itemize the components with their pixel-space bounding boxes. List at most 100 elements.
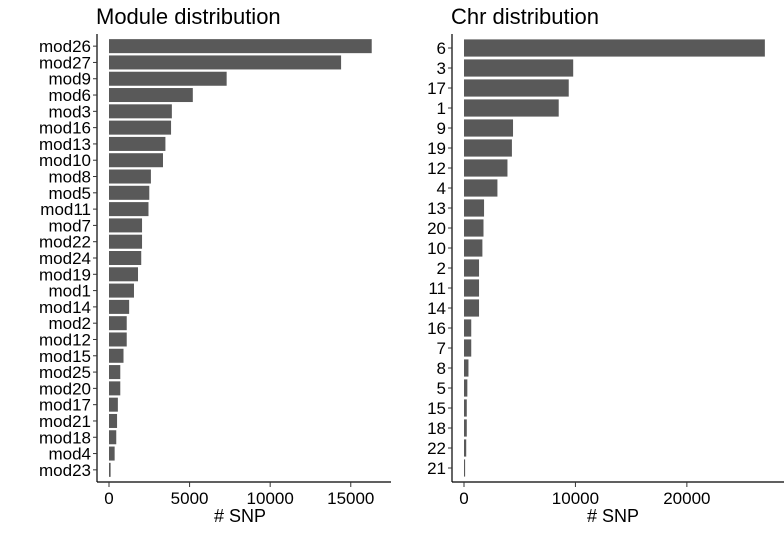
module-bar-mod17: [109, 397, 118, 412]
chr-x-tick-label: 20000: [663, 489, 710, 508]
chr-bar-17: [464, 79, 569, 97]
module-category-label: mod4: [48, 445, 91, 464]
module-bar-mod9: [109, 71, 227, 86]
module-category-label: mod3: [48, 102, 91, 121]
chr-bar-15: [464, 399, 467, 417]
chr-category-label: 11: [428, 279, 446, 298]
chr-category-label: 4: [437, 179, 446, 198]
chr-bar-18: [464, 419, 467, 437]
module-category-label: mod25: [39, 363, 91, 382]
module-bar-mod18: [109, 430, 117, 445]
module-category-label: mod2: [48, 314, 91, 333]
module-x-tick-label: 15000: [327, 489, 374, 508]
chr-distribution-x-axis-label: # SNP: [587, 506, 639, 526]
module-category-label: mod24: [39, 249, 91, 268]
chr-category-label: 5: [437, 379, 446, 398]
module-bar-mod6: [109, 88, 193, 103]
module-bar-mod22: [109, 234, 143, 249]
module-category-label: mod16: [39, 119, 91, 138]
chr-category-label: 2: [437, 259, 446, 278]
module-category-label: mod22: [39, 233, 91, 252]
chr-category-label: 13: [427, 199, 446, 218]
module-distribution-panel: Module distribution # SNP mod26mod27mod9…: [39, 4, 391, 526]
module-category-label: mod21: [39, 412, 91, 431]
chr-category-label: 6: [437, 39, 446, 58]
module-distribution-title: Module distribution: [96, 4, 281, 29]
chr-bar-4: [464, 179, 498, 197]
module-category-label: mod23: [39, 461, 91, 480]
module-category-label: mod7: [48, 216, 91, 235]
module-x-tick-label: 10000: [247, 489, 294, 508]
chr-bar-22: [464, 439, 467, 457]
module-category-label: mod5: [48, 184, 91, 203]
chr-distribution-panel: Chr distribution # SNP 63171919124132010…: [427, 4, 784, 526]
module-bar-mod16: [109, 120, 172, 135]
module-bar-mod7: [109, 218, 143, 233]
chr-category-label: 14: [427, 299, 446, 318]
module-bar-mod1: [109, 283, 134, 298]
chr-category-label: 21: [427, 459, 446, 478]
chr-bar-3: [464, 59, 574, 77]
module-category-label: mod20: [39, 379, 91, 398]
module-bar-mod27: [109, 55, 342, 70]
chr-category-label: 22: [427, 439, 446, 458]
module-bar-mod10: [109, 153, 163, 168]
module-category-label: mod10: [39, 151, 91, 170]
module-category-label: mod1: [48, 282, 91, 301]
chr-category-label: 17: [427, 79, 446, 98]
chr-bar-10: [464, 239, 483, 257]
module-category-label: mod8: [48, 168, 91, 187]
chr-bar-12: [464, 159, 508, 177]
chr-bar-5: [464, 379, 468, 397]
module-bar-mod13: [109, 136, 166, 151]
module-bar-mod3: [109, 104, 172, 119]
module-bar-mod25: [109, 365, 121, 380]
chr-bar-11: [464, 279, 480, 297]
module-bar-mod4: [109, 446, 115, 461]
module-bar-mod14: [109, 299, 130, 314]
chr-bar-19: [464, 139, 512, 157]
module-bar-mod20: [109, 381, 121, 396]
chr-category-label: 1: [437, 99, 446, 118]
module-category-label: mod19: [39, 265, 91, 284]
chr-bar-21: [464, 459, 466, 477]
chr-bar-6: [464, 39, 765, 57]
module-bar-mod21: [109, 413, 118, 428]
chr-bar-7: [464, 339, 472, 357]
module-category-label: mod27: [39, 53, 91, 72]
chr-bar-9: [464, 119, 514, 137]
module-bar-mod23: [109, 462, 111, 477]
module-category-label: mod13: [39, 135, 91, 154]
chr-bar-16: [464, 319, 472, 337]
chr-bar-20: [464, 219, 484, 237]
module-bar-mod24: [109, 250, 142, 266]
module-bar-mod19: [109, 267, 139, 282]
chr-bar-1: [464, 99, 559, 117]
chr-category-label: 18: [427, 419, 446, 438]
module-category-label: mod6: [48, 86, 91, 105]
module-category-label: mod17: [39, 396, 91, 415]
module-bar-mod11: [109, 202, 149, 217]
module-bar-mod5: [109, 185, 150, 200]
module-category-label: mod18: [39, 428, 91, 447]
chr-bar-13: [464, 199, 485, 217]
chr-category-label: 9: [437, 119, 446, 138]
chr-category-label: 19: [427, 139, 446, 158]
chr-category-label: 12: [427, 159, 446, 178]
chr-category-label: 15: [427, 399, 446, 418]
module-category-label: mod9: [48, 70, 91, 89]
chr-category-label: 8: [437, 359, 446, 378]
module-category-label: mod14: [39, 298, 91, 317]
chr-category-label: 7: [437, 339, 446, 358]
module-category-label: mod12: [39, 330, 91, 349]
chr-category-label: 10: [427, 239, 446, 258]
chr-category-label: 16: [427, 319, 446, 338]
module-bar-mod2: [109, 316, 127, 331]
module-category-label: mod11: [40, 200, 91, 219]
chr-x-tick-label: 0: [459, 489, 468, 508]
module-category-label: mod15: [39, 347, 91, 366]
chr-category-label: 20: [427, 219, 446, 238]
chr-bar-2: [464, 259, 480, 277]
